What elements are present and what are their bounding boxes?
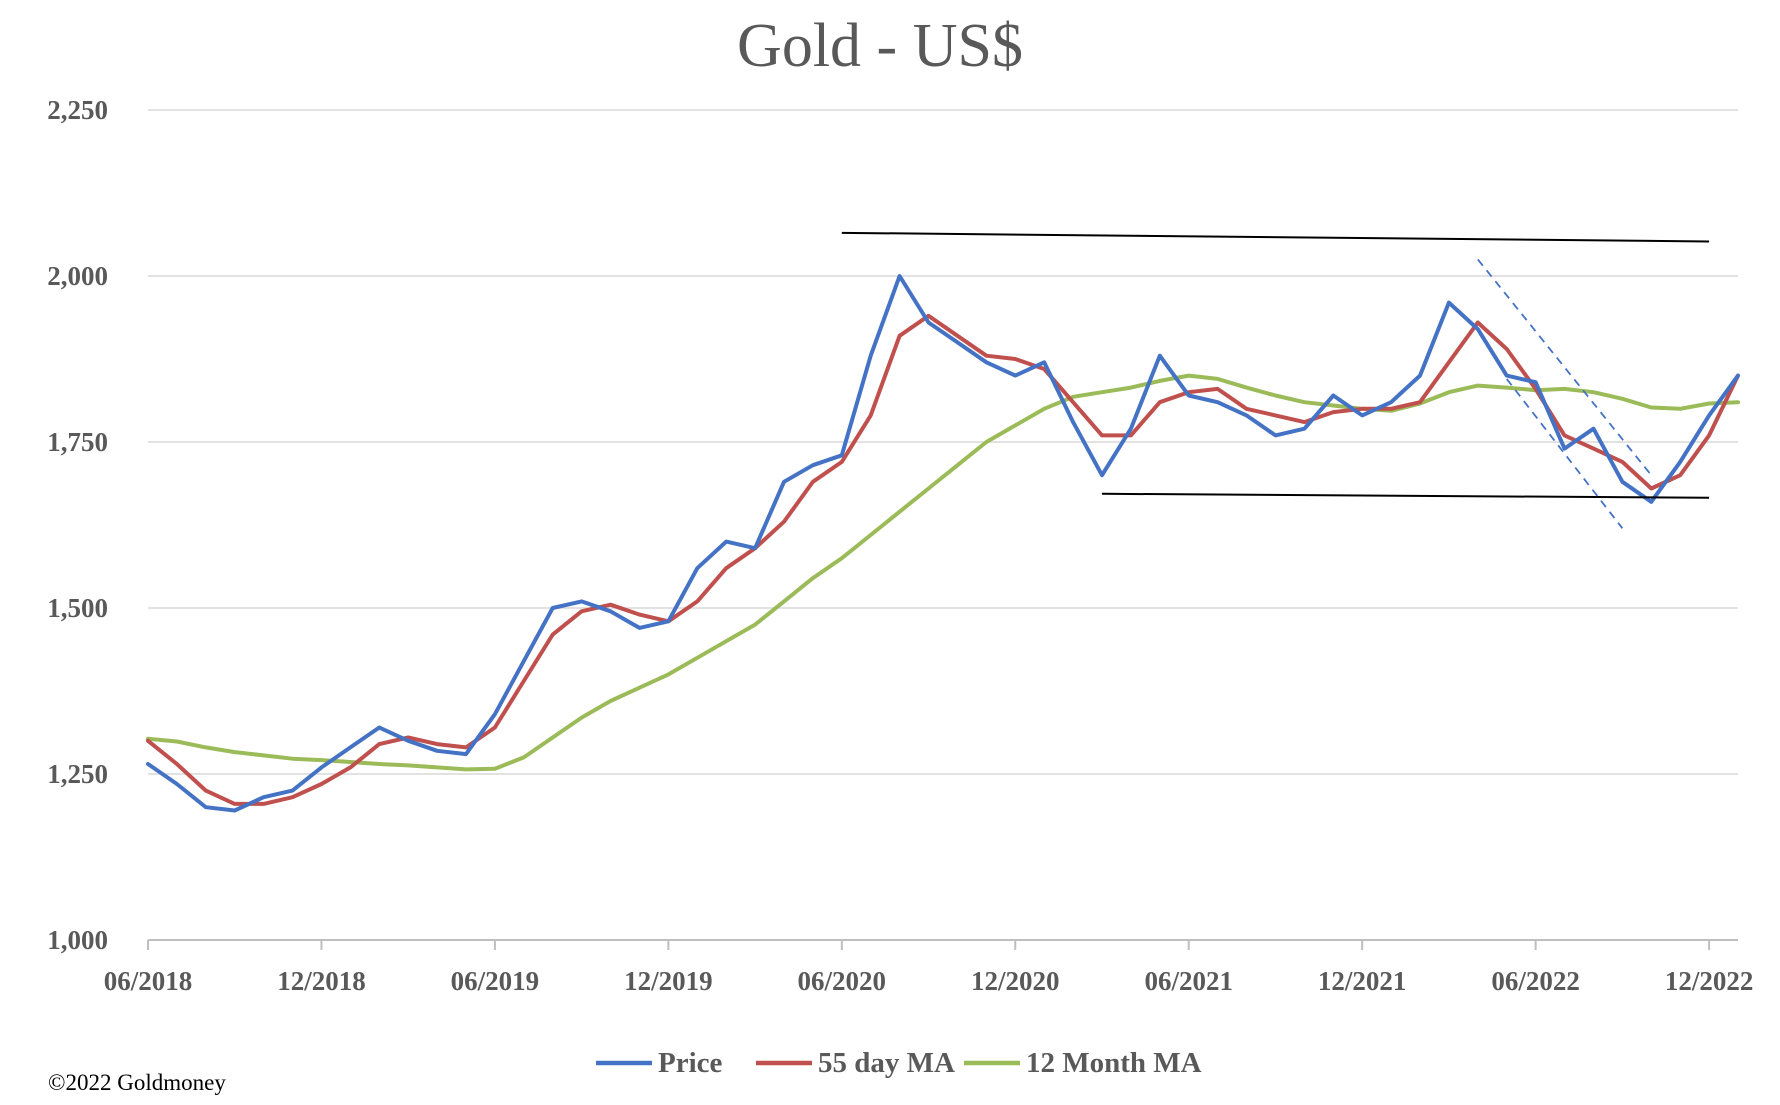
gridlines <box>148 109 1738 775</box>
y-tick-label: 2,000 <box>47 261 108 291</box>
x-tick-label: 12/2018 <box>277 966 366 996</box>
series-lines <box>146 274 1740 813</box>
dashed-trendline <box>1477 258 1652 476</box>
channel-trendline <box>841 231 1710 243</box>
chart-title: Gold - US$ <box>737 12 1023 80</box>
x-tick-label: 06/2019 <box>451 966 540 996</box>
channel-trendline <box>1101 492 1710 499</box>
series-line-55-day-ma <box>146 313 1740 806</box>
trendlines <box>841 231 1710 529</box>
dashed-trendline <box>1506 378 1624 529</box>
copyright-text: ©2022 Goldmoney <box>48 1070 226 1095</box>
x-tick-label: 12/2021 <box>1318 966 1407 996</box>
y-tick-label: 1,250 <box>47 759 108 789</box>
legend: Price 55 day MA 12 Month MA <box>596 1047 1202 1079</box>
y-tick-label: 2,250 <box>47 95 108 125</box>
legend-label: Price <box>658 1047 723 1079</box>
series-line-price <box>146 274 1740 813</box>
x-tick-label: 06/2021 <box>1144 966 1233 996</box>
legend-label: 55 day MA <box>818 1047 955 1079</box>
x-tick-label: 12/2022 <box>1665 966 1754 996</box>
x-tick-label: 06/2022 <box>1491 966 1580 996</box>
x-axis: 06/2018 12/2018 06/2019 12/2019 06/2020 12/20… <box>104 939 1754 996</box>
y-tick-label: 1,750 <box>47 427 108 457</box>
x-tick-label: 12/2020 <box>971 966 1060 996</box>
series-line-12-month-ma <box>146 373 1740 772</box>
x-tick-label: 06/2018 <box>104 966 193 996</box>
x-tick-label: 06/2020 <box>798 966 887 996</box>
y-tick-label: 1,500 <box>47 593 108 623</box>
y-tick-label: 1,000 <box>47 925 108 955</box>
legend-label: 12 Month MA <box>1026 1047 1202 1079</box>
y-axis-ticks: 1,000 1,250 1,500 1,750 2,000 2,250 <box>47 95 108 955</box>
x-tick-label: 12/2019 <box>624 966 713 996</box>
